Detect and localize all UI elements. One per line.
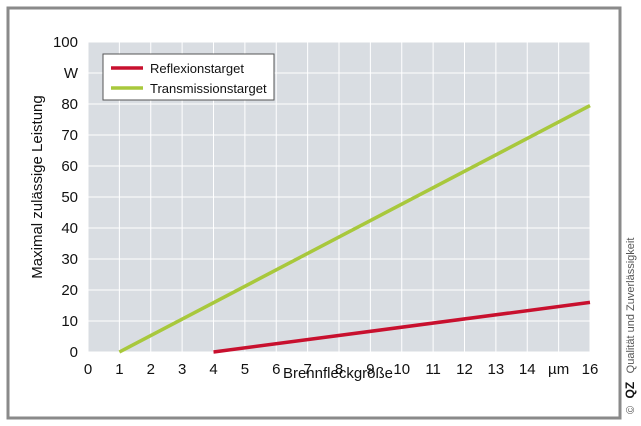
y-tick-label: 40 <box>61 220 78 237</box>
x-tick-label: 6 <box>272 361 280 378</box>
y-tick-label: 70 <box>61 127 78 144</box>
x-axis-label: Brennfleckgröße <box>283 365 393 382</box>
y-tick-label: 10 <box>61 313 78 330</box>
x-tick-label: 0 <box>84 361 92 378</box>
x-tick-label: 1 <box>115 361 123 378</box>
x-tick-label: 4 <box>209 361 217 378</box>
series-line-transmissionstarget <box>118 103 591 354</box>
y-tick-label: 50 <box>61 189 78 206</box>
x-tick-label: 11 <box>425 361 441 378</box>
y-tick-label: 80 <box>61 96 78 113</box>
x-tick-label: 3 <box>178 361 186 378</box>
legend-label-transmissionstarget: Transmissionstarget <box>150 81 267 96</box>
legend-box <box>102 53 275 101</box>
y-tick-label: 0 <box>70 344 78 361</box>
credit-text: Qualität und Zuverlässigkeit <box>625 238 637 374</box>
series-lines <box>118 103 591 354</box>
svg-text:© QZ Qualität: © QZ Qualität und Zuverlässigkeit <box>621 238 638 414</box>
x-tick-label: 16 <box>582 361 599 378</box>
x-tick-label: 10 <box>393 361 410 378</box>
x-tick-label: 12 <box>456 361 473 378</box>
y-tick-label: 30 <box>61 251 78 268</box>
x-axis-ticks: 0 1 2 3 4 5 6 7 8 9 10 11 12 13 14 µm 16 <box>84 361 599 378</box>
credit-line: © QZ Qualität und Zuverlässigkeit <box>621 238 638 414</box>
y-axis-label: Maximal zulässige Leistung <box>29 95 46 278</box>
x-tick-label: 2 <box>147 361 155 378</box>
frame-border <box>6 6 622 420</box>
x-tick-label: µm <box>548 361 569 378</box>
credit-brand: QZ <box>623 382 637 399</box>
y-tick-label: 60 <box>61 158 78 175</box>
y-tick-label: 20 <box>61 282 78 299</box>
legend: Reflexionstarget Transmissionstarget <box>102 53 275 101</box>
y-tick-label: W <box>64 65 79 82</box>
legend-label-reflexionstarget: Reflexionstarget <box>150 61 244 76</box>
y-tick-label: 100 <box>53 34 78 51</box>
x-tick-label: 9 <box>366 361 374 378</box>
y-axis-ticks: 0 10 20 30 40 50 60 70 80 W 100 <box>53 34 79 361</box>
x-tick-label: 7 <box>303 361 311 378</box>
x-tick-label: 5 <box>241 361 249 378</box>
copyright-symbol: © <box>625 406 637 414</box>
x-tick-label: 13 <box>488 361 505 378</box>
x-tick-label: 8 <box>335 361 343 378</box>
x-tick-label: 14 <box>519 361 536 378</box>
series-line-reflexionstarget <box>213 300 591 354</box>
